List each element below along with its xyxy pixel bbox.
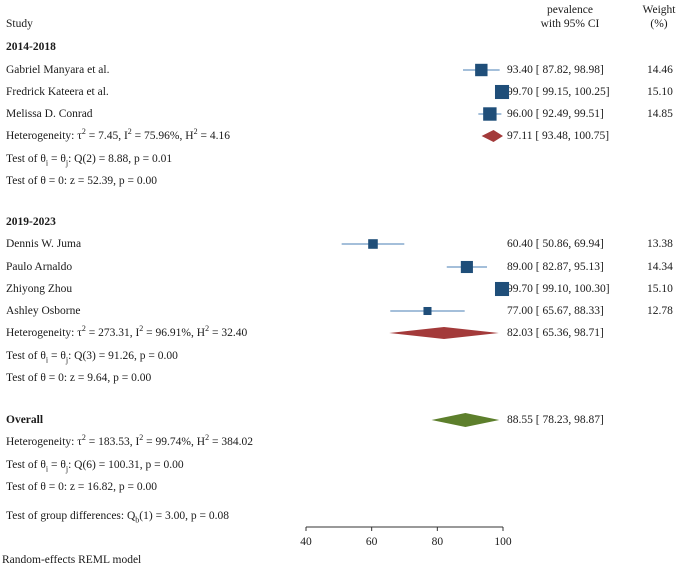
pooled-ci-text: 82.03 [ 65.36, 98.71] — [507, 327, 604, 339]
overall-ci-text: 88.55 [ 78.23, 98.87] — [507, 414, 604, 426]
group-differences-line: Test of group differences: Qb(1) = 3.00,… — [6, 510, 229, 525]
study-ci-text: 96.00 [ 92.49, 99.51] — [507, 108, 604, 120]
study-ci-text: 93.40 [ 87.82, 98.98] — [507, 64, 604, 76]
study-weight: 15.10 — [647, 283, 673, 295]
zero-test-line: Test of θ = 0: z = 52.39, p = 0.00 — [6, 175, 157, 187]
subgroup-diamond — [389, 327, 499, 339]
study-marker — [483, 107, 497, 121]
study-weight: 13.38 — [647, 238, 673, 250]
study-marker — [494, 84, 510, 100]
x-axis-tick-label: 100 — [494, 536, 512, 548]
study-label: Fredrick Kateera et al. — [6, 86, 109, 98]
study-ci-text: 99.70 [ 99.10, 100.30] — [507, 283, 610, 295]
study-label: Melissa D. Conrad — [6, 108, 93, 120]
study-label: Dennis W. Juma — [6, 238, 82, 250]
overall-homogeneity-test-line: Test of θi = θj: Q(6) = 100.31, p = 0.00 — [6, 459, 184, 474]
subgroup-diamond — [481, 130, 503, 142]
study-marker — [475, 63, 488, 77]
study-label: Gabriel Manyara et al. — [6, 64, 110, 76]
study-weight: 15.10 — [647, 86, 673, 98]
study-marker — [368, 239, 378, 249]
study-weight: 12.78 — [647, 305, 673, 317]
study-marker — [460, 260, 473, 274]
study-column-header: Study — [6, 18, 33, 30]
zero-test-line: Test of θ = 0: z = 9.64, p = 0.00 — [6, 372, 152, 384]
group-title: 2014-2018 — [6, 41, 56, 53]
overall-diamond — [431, 413, 500, 427]
heterogeneity-line: Heterogeneity: τ2 = 273.31, I2 = 96.91%,… — [6, 324, 248, 339]
study-weight: 14.85 — [647, 108, 673, 120]
study-ci-text: 77.00 [ 65.67, 88.33] — [507, 305, 604, 317]
study-marker — [494, 281, 510, 297]
homogeneity-test-line: Test of θi = θj: Q(3) = 91.26, p = 0.00 — [6, 350, 178, 365]
study-weight: 14.46 — [647, 64, 673, 76]
overall-label: Overall — [6, 414, 44, 426]
group-title: 2019-2023 — [6, 216, 56, 228]
study-label: Paulo Arnaldo — [6, 261, 73, 273]
study-label: Zhiyong Zhou — [6, 283, 73, 295]
x-axis-tick-label: 80 — [432, 536, 444, 548]
study-label: Ashley Osborne — [6, 305, 81, 317]
study-weight: 14.34 — [647, 261, 673, 273]
study-ci-text: 60.40 [ 50.86, 69.94] — [507, 238, 604, 250]
x-axis-tick-label: 60 — [366, 536, 378, 548]
effect-column-header-line2: with 95% CI — [540, 18, 600, 30]
homogeneity-test-line: Test of θi = θj: Q(2) = 8.88, p = 0.01 — [6, 153, 173, 168]
model-footnote: Random-effects REML model — [2, 554, 142, 566]
overall-zero-test-line: Test of θ = 0: z = 16.82, p = 0.00 — [6, 481, 157, 493]
pooled-ci-text: 97.11 [ 93.48, 100.75] — [507, 130, 610, 142]
weight-column-header-line1: Weight — [642, 4, 676, 16]
study-marker — [423, 306, 432, 316]
overall-heterogeneity-line: Heterogeneity: τ2 = 183.53, I2 = 99.74%,… — [6, 433, 253, 448]
study-ci-text: 99.70 [ 99.15, 100.25] — [507, 86, 610, 98]
heterogeneity-line: Heterogeneity: τ2 = 7.45, I2 = 75.96%, H… — [6, 127, 230, 142]
effect-column-header-line1: pevalence — [547, 4, 593, 16]
x-axis-tick-label: 40 — [300, 536, 312, 548]
study-ci-text: 89.00 [ 82.87, 95.13] — [507, 261, 604, 273]
weight-column-header-line2: (%) — [650, 18, 668, 30]
